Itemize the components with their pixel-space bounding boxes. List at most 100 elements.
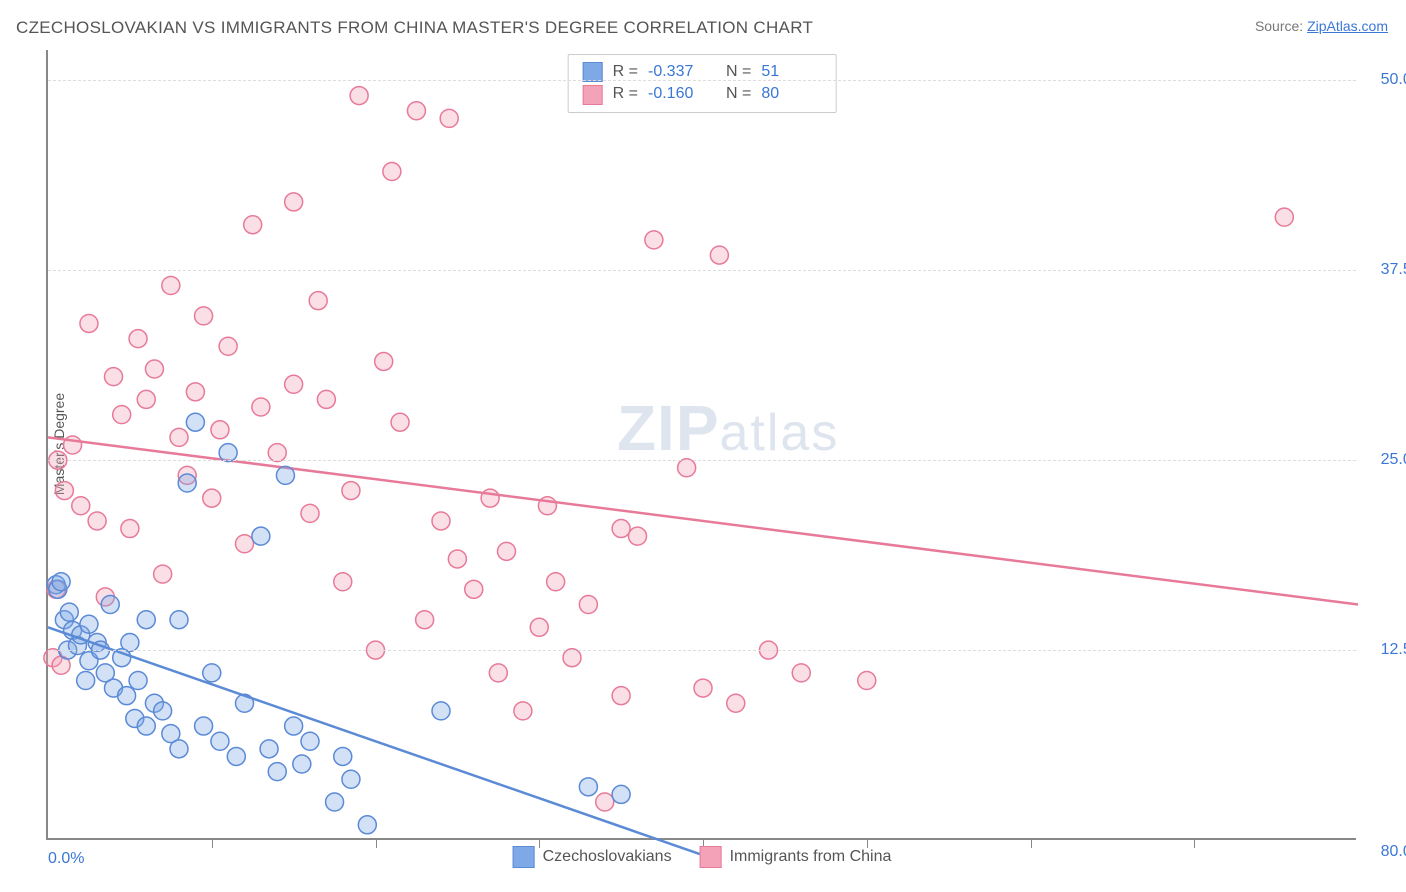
scatter-point <box>178 474 196 492</box>
gridline <box>48 460 1356 461</box>
x-tick <box>212 838 213 848</box>
scatter-point <box>350 87 368 105</box>
scatter-point <box>858 671 876 689</box>
scatter-point <box>77 671 95 689</box>
scatter-point <box>154 702 172 720</box>
scatter-point <box>694 679 712 697</box>
legend-swatch-icon <box>700 846 722 868</box>
scatter-point <box>285 717 303 735</box>
scatter-point <box>563 649 581 667</box>
x-tick <box>1194 838 1195 848</box>
scatter-point <box>186 413 204 431</box>
scatter-point <box>383 163 401 181</box>
scatter-point <box>579 596 597 614</box>
scatter-point <box>612 520 630 538</box>
scatter-point <box>301 732 319 750</box>
scatter-point <box>432 512 450 530</box>
source-link[interactable]: ZipAtlas.com <box>1307 18 1388 34</box>
scatter-point <box>301 504 319 522</box>
scatter-point <box>727 694 745 712</box>
scatter-point <box>629 527 647 545</box>
scatter-point <box>211 421 229 439</box>
scatter-point <box>162 276 180 294</box>
scatter-point <box>612 687 630 705</box>
scatter-point <box>579 778 597 796</box>
scatter-point <box>80 615 98 633</box>
scatter-point <box>547 573 565 591</box>
legend-item: Czechoslovakians <box>513 846 672 868</box>
scatter-point <box>55 482 73 500</box>
scatter-point <box>244 216 262 234</box>
scatter-point <box>113 406 131 424</box>
scatter-point <box>514 702 532 720</box>
scatter-point <box>1275 208 1293 226</box>
scatter-point <box>432 702 450 720</box>
scatter-point <box>342 482 360 500</box>
y-tick-label: 25.0% <box>1381 451 1406 469</box>
scatter-point <box>530 618 548 636</box>
scatter-point <box>342 770 360 788</box>
scatter-point <box>596 793 614 811</box>
scatter-point <box>448 550 466 568</box>
x-axis-min-label: 0.0% <box>48 850 84 868</box>
gridline <box>48 650 1356 651</box>
scatter-point <box>375 352 393 370</box>
scatter-point <box>236 535 254 553</box>
scatter-point <box>252 527 270 545</box>
scatter-point <box>440 109 458 127</box>
scatter-point <box>645 231 663 249</box>
scatter-point <box>285 375 303 393</box>
x-tick <box>376 838 377 848</box>
scatter-point <box>334 747 352 765</box>
scatter-point <box>678 459 696 477</box>
scatter-point <box>137 717 155 735</box>
scatter-point <box>268 444 286 462</box>
scatter-point <box>334 573 352 591</box>
source-label: Source: <box>1255 18 1307 34</box>
scatter-point <box>154 565 172 583</box>
scatter-point <box>219 337 237 355</box>
scatter-point <box>416 611 434 629</box>
scatter-point <box>612 785 630 803</box>
scatter-point <box>129 671 147 689</box>
scatter-point <box>88 512 106 530</box>
scatter-point <box>391 413 409 431</box>
scatter-point <box>293 755 311 773</box>
x-tick <box>1031 838 1032 848</box>
scatter-point <box>186 383 204 401</box>
trend-line <box>48 437 1358 604</box>
x-axis-max-label: 80.0% <box>1381 843 1406 861</box>
scatter-point <box>121 520 139 538</box>
scatter-point <box>170 611 188 629</box>
gridline <box>48 270 1356 271</box>
y-tick-label: 37.5% <box>1381 261 1406 279</box>
scatter-point <box>145 360 163 378</box>
scatter-point <box>285 193 303 211</box>
scatter-point <box>211 732 229 750</box>
scatter-point <box>170 428 188 446</box>
scatter-point <box>498 542 516 560</box>
scatter-point <box>317 390 335 408</box>
scatter-point <box>121 634 139 652</box>
chart-plot-area: Master's Degree ZIPatlas R = -0.337 N = … <box>46 50 1356 840</box>
chart-title: CZECHOSLOVAKIAN VS IMMIGRANTS FROM CHINA… <box>16 18 813 38</box>
scatter-point <box>52 573 70 591</box>
bottom-legend: Czechoslovakians Immigrants from China <box>513 846 892 868</box>
scatter-point <box>309 292 327 310</box>
scatter-point <box>72 497 90 515</box>
y-tick-label: 50.0% <box>1381 71 1406 89</box>
scatter-point <box>80 314 98 332</box>
legend-label: Immigrants from China <box>730 848 892 866</box>
scatter-point <box>118 687 136 705</box>
scatter-point <box>203 489 221 507</box>
scatter-point <box>219 444 237 462</box>
scatter-point <box>252 398 270 416</box>
source-attribution: Source: ZipAtlas.com <box>1255 18 1388 34</box>
scatter-point <box>489 664 507 682</box>
scatter-point <box>260 740 278 758</box>
scatter-point <box>792 664 810 682</box>
scatter-point <box>407 102 425 120</box>
gridline <box>48 80 1356 81</box>
scatter-svg <box>48 50 1356 838</box>
scatter-point <box>268 763 286 781</box>
